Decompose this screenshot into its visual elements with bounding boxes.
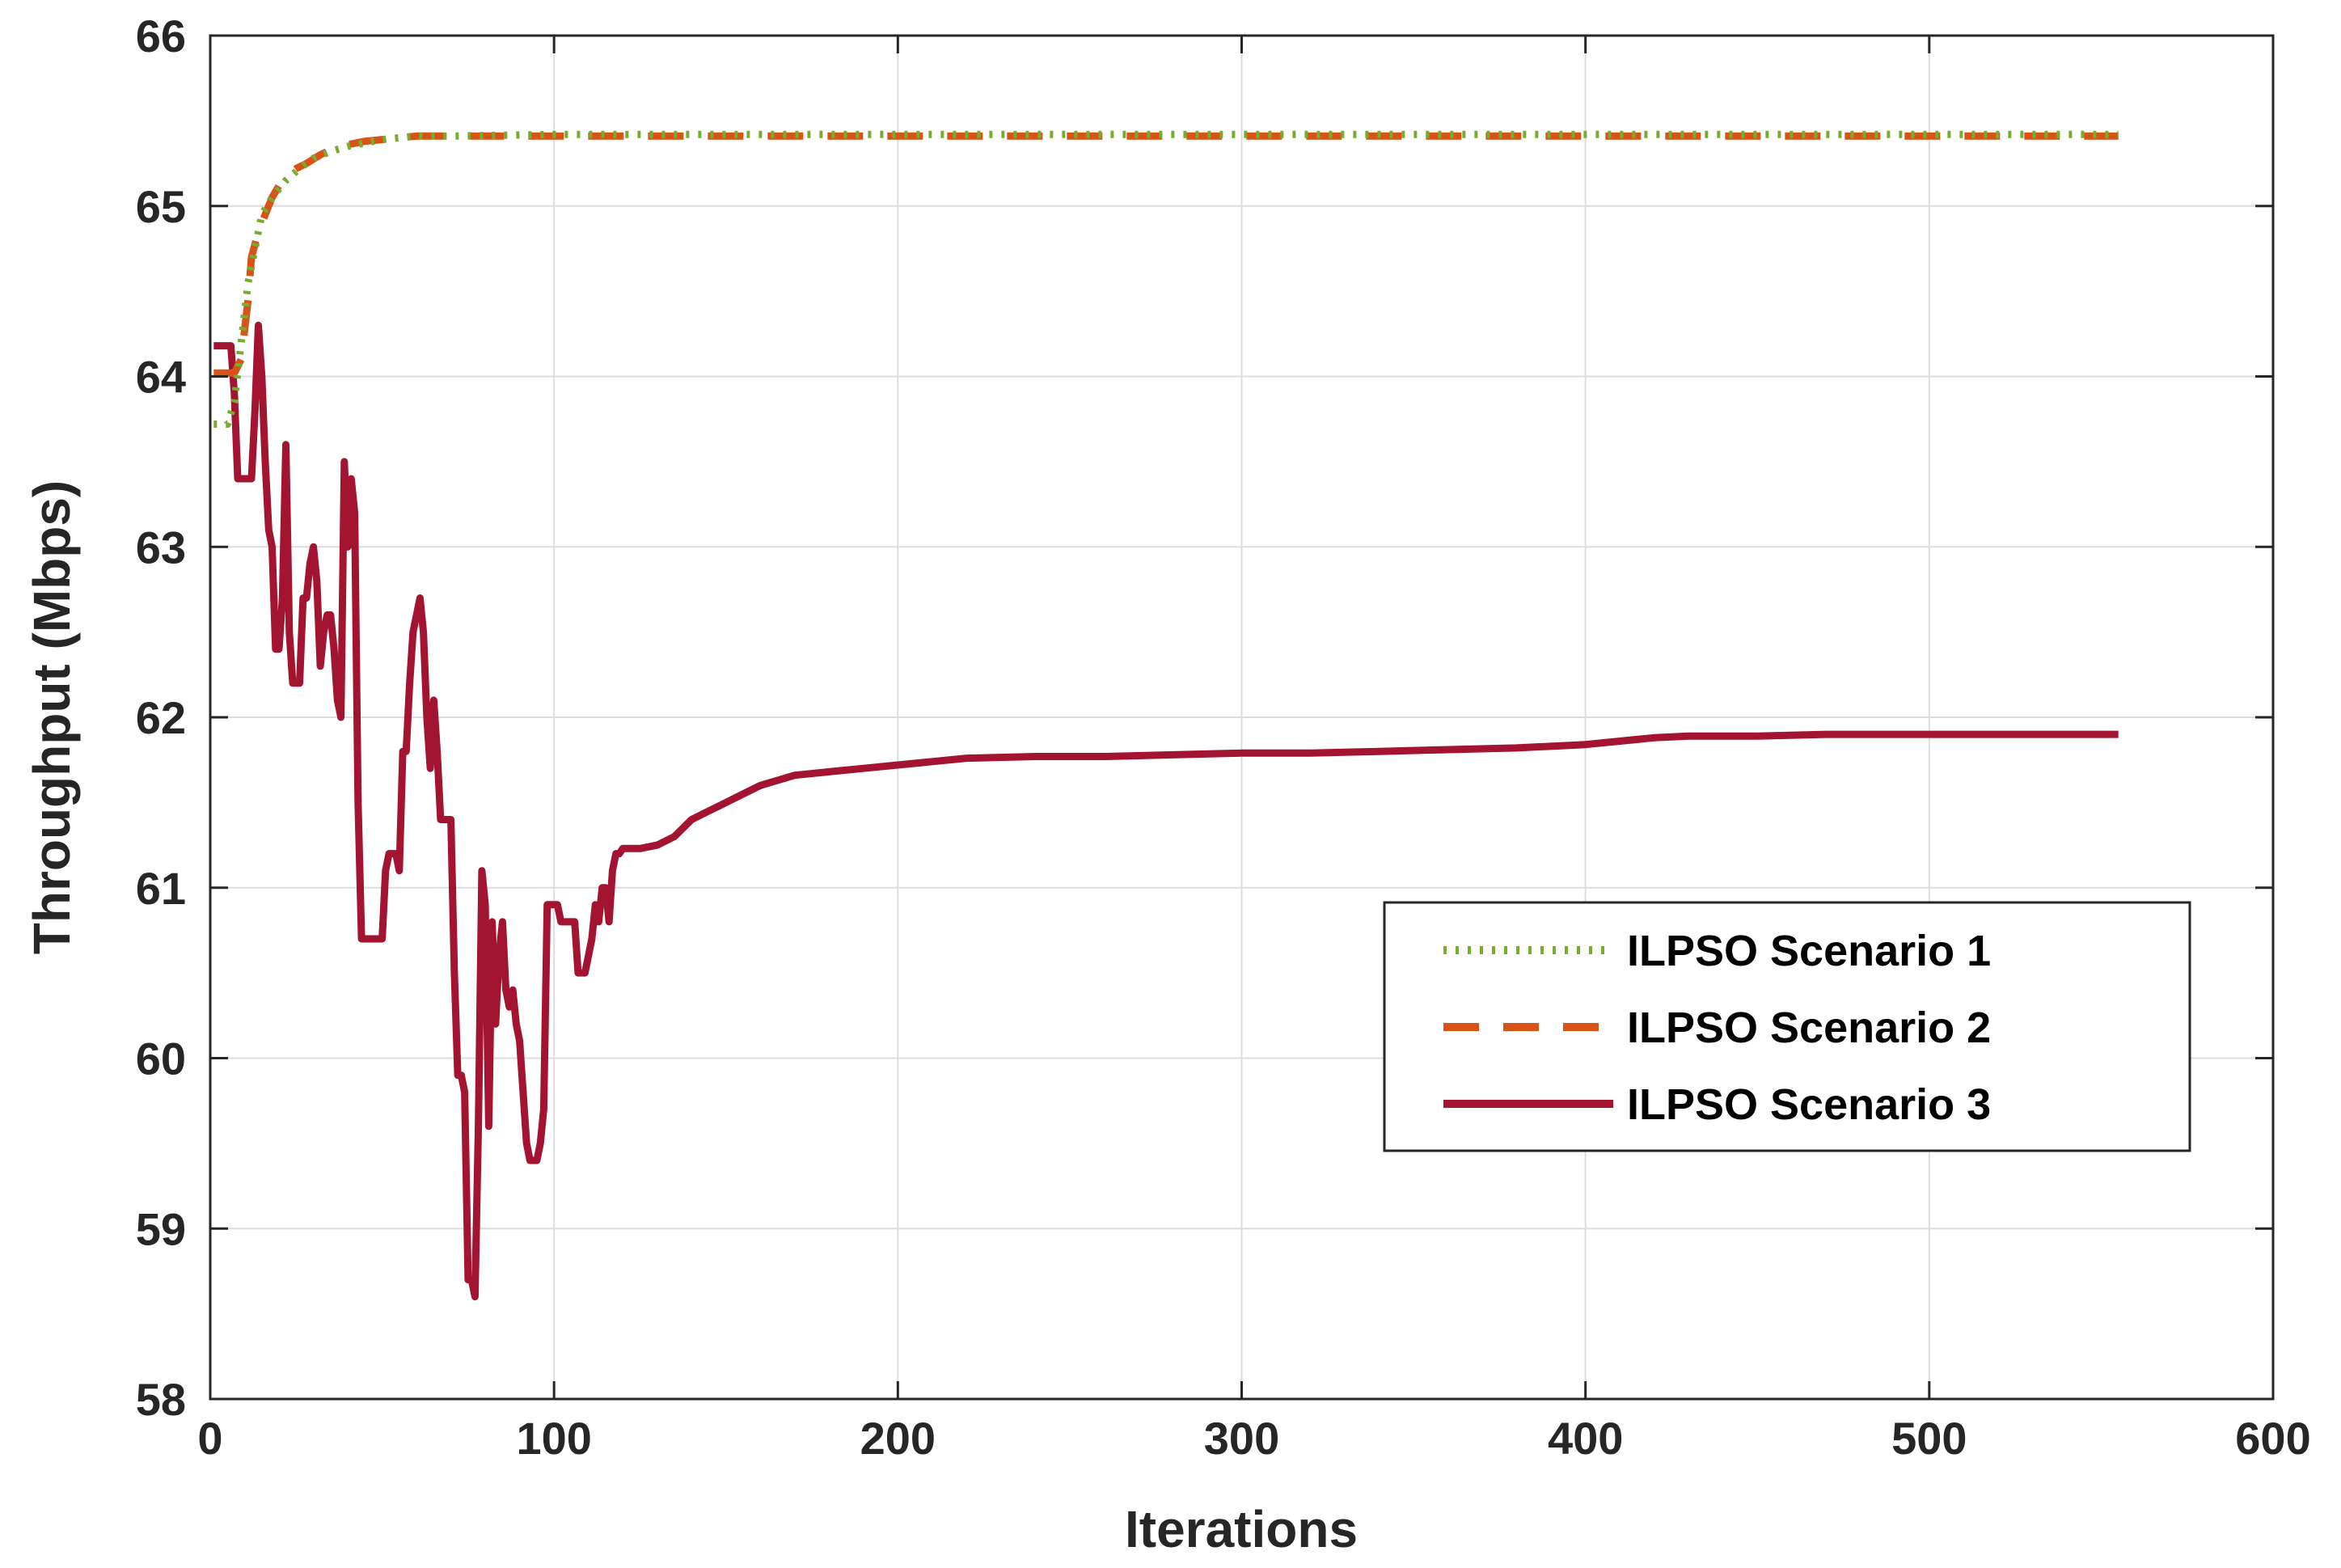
y-axis-label: Throughput (Mbps)	[23, 480, 81, 954]
y-tick-label: 59	[136, 1203, 186, 1254]
ticks	[209, 34, 2275, 1401]
x-tick-label: 500	[1891, 1413, 1967, 1464]
series-line-scenario-1	[213, 130, 2119, 428]
series-layer	[213, 130, 2119, 1300]
legend-label-scenario-2: ILPSO Scenario 2	[1627, 1004, 1991, 1052]
x-tick-label: 600	[2235, 1413, 2310, 1464]
x-tick-labels: 0 100 200 300 400 500 600	[197, 1413, 2310, 1464]
y-tick-label: 61	[136, 863, 186, 914]
y-tick-label: 64	[136, 352, 186, 403]
x-tick-label: 100	[516, 1413, 591, 1464]
x-tick-label: 400	[1548, 1413, 1623, 1464]
y-tick-label: 58	[136, 1374, 186, 1425]
x-axis-label: Iterations	[1125, 1500, 1358, 1558]
legend: ILPSO Scenario 1 ILPSO Scenario 2 ILPSO …	[1383, 901, 2191, 1152]
legend-label-scenario-1: ILPSO Scenario 1	[1627, 927, 1991, 975]
y-tick-label: 62	[136, 692, 186, 743]
y-tick-label: 66	[136, 11, 186, 61]
y-tick-label: 60	[136, 1033, 186, 1084]
series-line-scenario-2	[213, 132, 2119, 377]
x-tick-label: 200	[860, 1413, 936, 1464]
x-tick-label: 0	[197, 1413, 222, 1464]
x-tick-label: 300	[1204, 1413, 1279, 1464]
y-tick-label: 63	[136, 522, 186, 573]
y-tick-labels: 58 59 60 61 62 63 64 65 66	[136, 11, 186, 1425]
legend-label-scenario-3: ILPSO Scenario 3	[1627, 1080, 1991, 1129]
y-tick-label: 65	[136, 181, 186, 232]
series-line-scenario-3	[213, 321, 2119, 1300]
